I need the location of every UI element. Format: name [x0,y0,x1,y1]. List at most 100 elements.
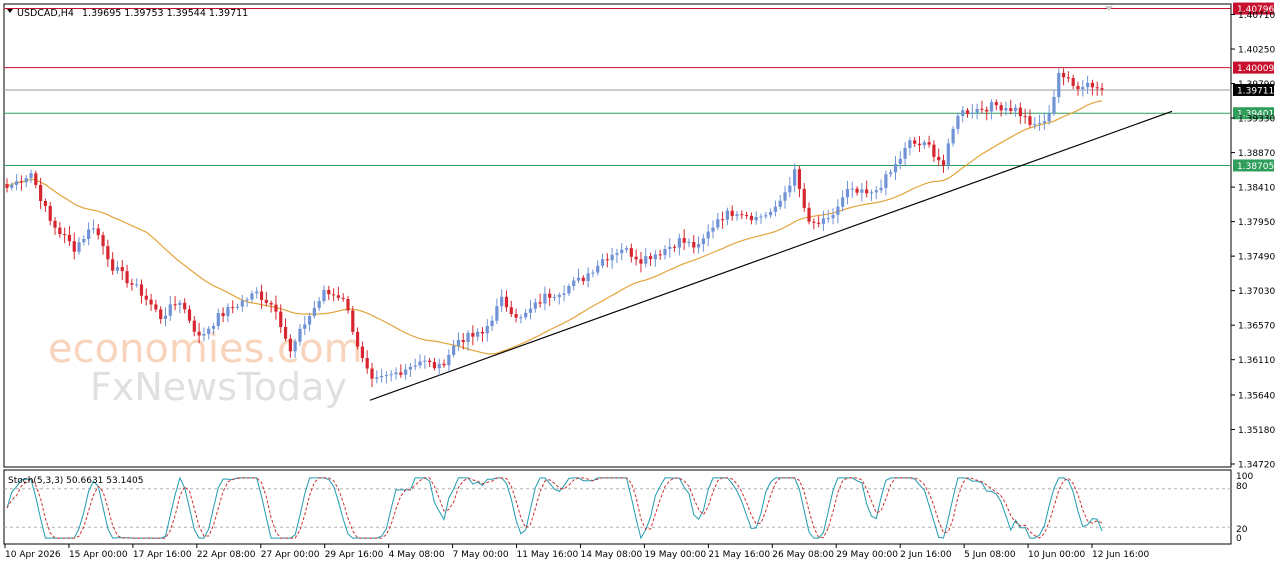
candle [226,303,230,323]
candle [106,239,110,267]
candle [413,358,417,371]
candle-body [178,302,182,306]
candle-body [63,234,67,236]
candle-body [956,115,960,129]
candle-body [370,368,374,379]
time-tick-label: 21 May 16:00 [708,550,770,560]
candle-body [581,277,585,282]
candle [629,243,633,263]
candle-body [759,216,763,218]
collapse-triangle-icon[interactable] [7,9,13,13]
candle-body [77,242,81,252]
trendline[interactable] [369,110,1173,401]
price-tick-label: 1.40710 [1238,11,1275,21]
candle [917,135,922,152]
candle-body [740,214,744,216]
candle [423,355,427,369]
candle [159,306,163,324]
candle [855,186,859,196]
candle [1076,81,1080,96]
time-tick-label: 11 May 16:00 [517,550,579,560]
candle [754,211,758,225]
candle [701,234,705,252]
candle-body [442,363,446,366]
candle [869,189,874,201]
candle [341,293,345,302]
candle [999,102,1003,117]
candle [1047,105,1051,125]
candle-body [293,341,297,352]
candle [927,135,931,148]
shift-marker-icon[interactable] [1105,6,1113,11]
candle [432,357,437,371]
candle [461,332,465,350]
candle-body [1066,77,1070,79]
candle-body [773,206,778,212]
candle-body [788,185,792,193]
candle [192,316,196,337]
candle-body [1100,88,1104,90]
time-axis: 10 Apr 2026 15 Apr 00:00 17 Apr 16:00 22 Ap… [4,544,1149,560]
candle-body [557,294,561,298]
candle [735,210,739,221]
candle [639,251,643,273]
candle [788,176,792,198]
candle-body [269,302,273,305]
candle [135,278,139,288]
main-pane-frame [3,3,1232,468]
candle-body [96,228,100,236]
candle-body [528,308,533,313]
candle [452,339,456,358]
candle-body [432,362,437,369]
candle [653,250,657,267]
level-tag-text: 1.39401 [1237,110,1274,120]
candle-body [485,326,489,334]
stoch-label: Stoch(5,3,3) 50.6631 53.1405 [8,476,143,486]
candle-body [355,331,360,347]
price-tick-label: 1.35640 [1238,391,1275,401]
candle [355,327,360,350]
candle-body [380,375,384,378]
candle-body [941,160,946,166]
candle [303,315,307,336]
time-tick-label: 5 Jun 08:00 [964,550,1016,560]
candle-body [101,235,105,247]
candle-body [946,143,950,166]
candle [365,350,369,374]
candle-body [154,304,158,310]
candle-body [663,249,667,256]
candle-body [572,280,576,287]
candle-body [202,334,206,336]
candle [759,213,763,224]
candle-body [163,315,168,319]
candle [562,285,566,302]
candle [389,370,393,382]
candle-body [5,184,9,188]
candle-body [466,332,470,343]
candle [384,371,389,384]
candle-body [917,143,922,146]
candle-body [264,299,268,303]
candle [202,327,206,342]
candle-body [610,254,614,261]
candle [101,231,105,255]
time-tick-label: 14 May 08:00 [580,550,642,560]
candle-body [855,188,859,193]
candle-body [865,189,869,194]
candle [72,232,76,260]
candle [24,175,28,188]
candle-body [307,315,312,325]
candle [187,305,192,324]
candle [668,238,672,258]
candle [331,288,336,302]
candle [773,200,778,217]
candle [327,285,331,300]
candle [538,293,542,308]
candle-body [970,112,974,114]
price-tick-label: 1.40250 [1238,46,1275,56]
candle [43,198,48,212]
candle [67,226,72,247]
candle-body [913,140,917,144]
candle [965,108,970,118]
